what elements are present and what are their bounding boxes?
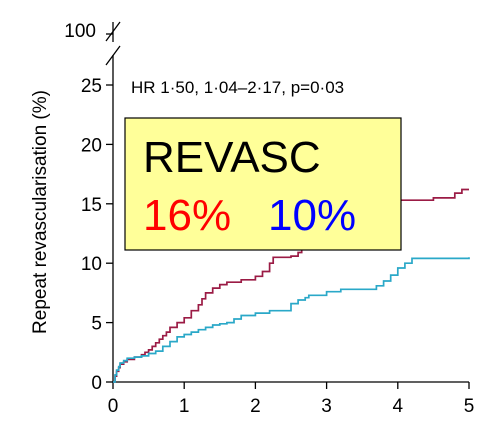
axes (105, 21, 469, 383)
axis-break-mark-lower (105, 45, 121, 66)
legend-title: REVASC (143, 133, 321, 182)
series-line-1 (113, 257, 470, 383)
x-tick-label: 0 (108, 396, 119, 417)
x-tick-label: 2 (250, 396, 261, 417)
hr-annotation: HR 1·50, 1·04–2·17, p=0·03 (131, 78, 344, 97)
legend-label-control: 10% (268, 191, 356, 240)
x-tick-label: 5 (464, 396, 475, 417)
y-tick-label: 10 (81, 254, 102, 275)
x-tick-label: 3 (321, 396, 332, 417)
y-tick-label: 25 (81, 76, 102, 97)
y-tick-label: 0 (91, 373, 102, 394)
y-tick-label: 20 (81, 135, 102, 156)
axis-break-mark-upper (105, 21, 121, 42)
legend-label-revasc: 16% (143, 191, 231, 240)
x-tick-label: 4 (393, 396, 404, 417)
ticks: 0 1 2 3 4 5 0 5 10 15 20 25 (81, 76, 474, 417)
y-break-top-label: 100 (64, 21, 96, 42)
legend-box: REVASC 16% 10% (124, 117, 402, 251)
legend-box-bg (124, 117, 402, 251)
y-tick-label: 15 (81, 195, 102, 216)
x-tick-label: 1 (179, 396, 190, 417)
y-tick-label: 5 (91, 314, 102, 335)
y-axis-label: Repeat revascularisation (%) (30, 90, 51, 334)
